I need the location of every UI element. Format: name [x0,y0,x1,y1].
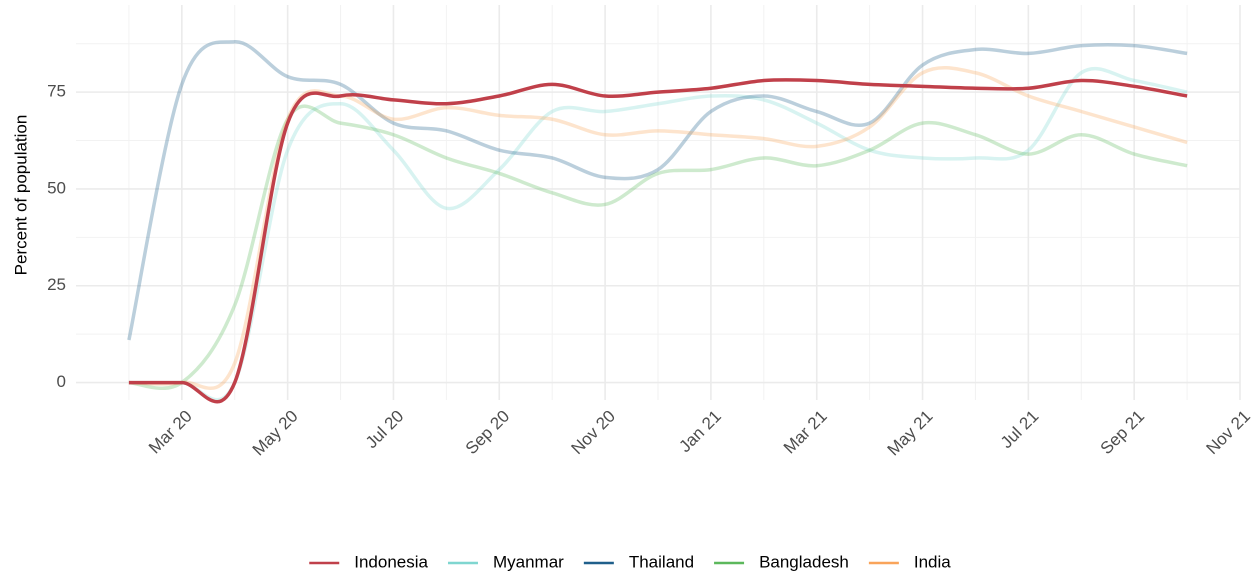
legend-label: Myanmar [493,552,564,571]
grid [76,5,1241,400]
y-tick-label: 25 [47,275,66,294]
legend-label: Indonesia [354,552,428,571]
y-tick-label: 50 [47,178,66,197]
legend-label: India [914,552,951,571]
legend-item: Bangladesh [714,552,849,571]
x-tick-label: Mar 20 [145,407,196,458]
x-tick-label: Sep 20 [462,407,514,459]
x-tick-label: Jul 21 [997,407,1043,453]
legend-item: Thailand [583,552,694,571]
x-tick-label: Jul 20 [362,407,408,453]
x-tick-label: Nov 20 [568,407,620,459]
y-axis-label: Percent of population [11,115,30,276]
series-line [128,78,1188,404]
legend: Indonesia Myanmar Thailand Bangladesh India [309,552,951,571]
series-line [128,66,1188,402]
x-tick-label: May 21 [884,407,937,460]
x-tick-label: Nov 21 [1202,407,1254,459]
series-line [128,104,1188,390]
series-line [127,40,1188,341]
legend-label: Bangladesh [759,552,849,571]
legend-item: Indonesia [309,552,429,571]
legend-label: Thailand [629,552,694,571]
x-tick-label: May 20 [249,407,302,460]
y-tick-label: 75 [47,82,66,101]
x-tick-label: Sep 21 [1097,407,1149,459]
legend-item: India [868,552,951,571]
x-tick-label: Jan 21 [675,407,725,457]
legend-item: Myanmar [447,552,564,571]
y-tick-label: 0 [57,372,66,391]
x-tick-label: Mar 21 [780,407,831,458]
